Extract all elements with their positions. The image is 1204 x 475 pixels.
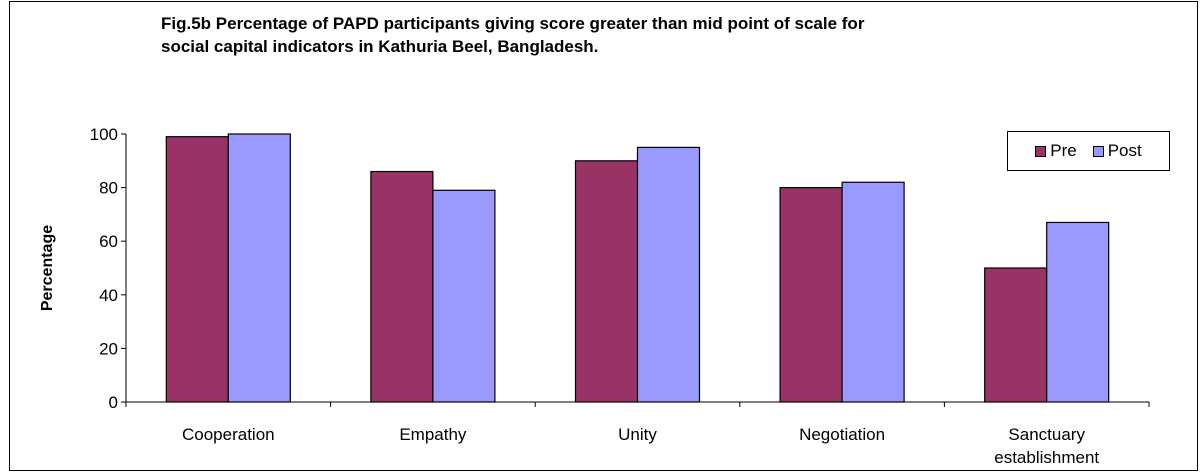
legend-label-pre: Pre — [1050, 141, 1077, 160]
bar-pre-empathy — [370, 170, 434, 403]
x-tick-label-sanctuary-establishment: Sanctuary establishment — [994, 425, 1099, 467]
y-tick-label-100: 100 — [90, 125, 118, 144]
legend-label-post: Post — [1107, 141, 1142, 160]
legend-item-post: Post — [1092, 141, 1142, 161]
bar-post-empathy — [432, 189, 496, 403]
bar-pre-sanctuary-establishment — [984, 267, 1048, 403]
y-tick-label-80: 80 — [99, 179, 118, 198]
y-tick-label-20: 20 — [99, 339, 118, 358]
x-tick-label-cooperation: Cooperation — [182, 425, 275, 444]
y-tick-label-60: 60 — [99, 232, 118, 251]
legend-swatch-post — [1092, 145, 1104, 157]
bar-post-cooperation — [227, 133, 291, 403]
x-tick-label-unity: Unity — [618, 425, 657, 444]
chart-title: Fig.5b Percentage of PAPD participants g… — [161, 12, 1061, 58]
x-tick-label-negotiation: Negotiation — [799, 425, 885, 444]
x-tick-label-empathy: Empathy — [399, 425, 467, 444]
bar-pre-unity — [574, 160, 639, 403]
bar-pre-negotiation — [779, 187, 843, 403]
bar-post-negotiation — [841, 181, 905, 403]
legend: Pre Post — [1007, 131, 1170, 171]
bar-pre-cooperation — [165, 136, 229, 403]
bar-post-sanctuary-establishment — [1046, 221, 1110, 403]
legend-item-pre: Pre — [1035, 141, 1077, 161]
legend-swatch-pre — [1035, 145, 1047, 157]
chart-title-line-2: social capital indicators in Kathuria Be… — [161, 37, 599, 56]
y-tick-label-40: 40 — [99, 286, 118, 305]
y-tick-label-0: 0 — [109, 393, 118, 412]
bar-post-unity — [636, 146, 701, 403]
chart-title-line-1: Fig.5b Percentage of PAPD participants g… — [161, 14, 865, 33]
